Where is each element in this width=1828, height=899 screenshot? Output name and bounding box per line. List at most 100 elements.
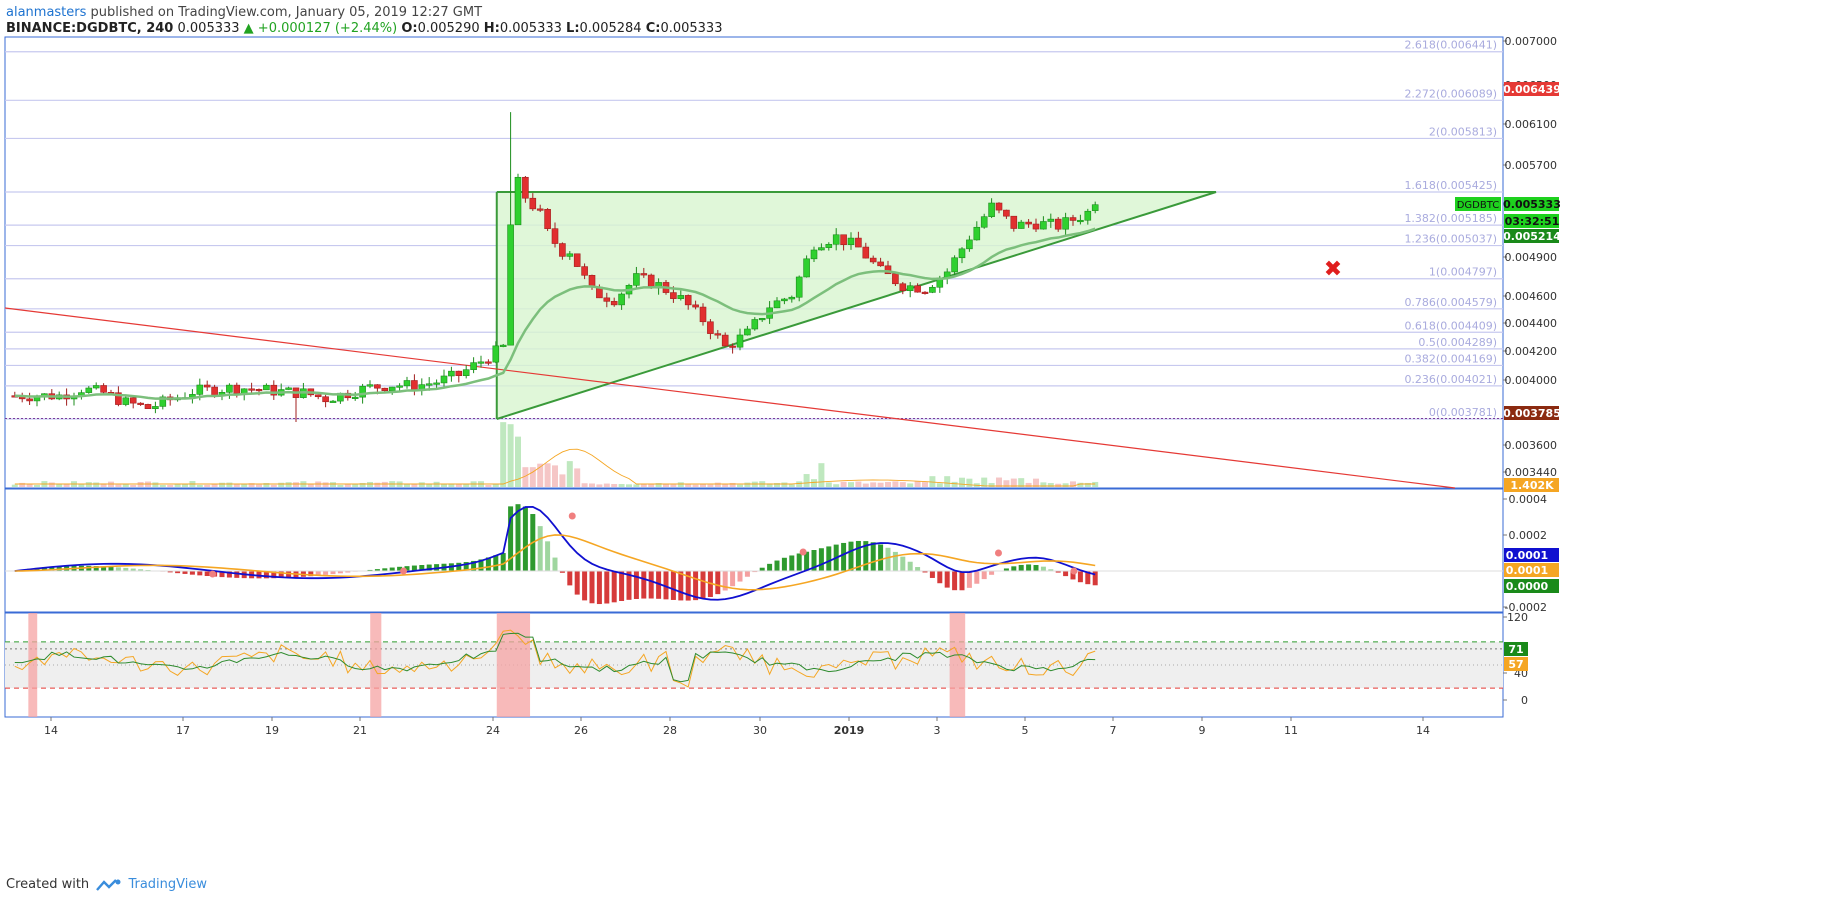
macd-histogram-bar (389, 567, 395, 571)
ascending-support-line (496, 191, 1217, 420)
macd-histogram-bar (663, 571, 669, 600)
volume-bar (56, 484, 63, 487)
volume-bar (307, 483, 314, 487)
macd-histogram-bar (1092, 571, 1098, 586)
volume-bar (685, 484, 692, 487)
time-axis-label: 14 (44, 724, 58, 737)
macd-histogram-bar (966, 571, 972, 588)
volume-bar (936, 483, 943, 487)
volume-bar (26, 484, 33, 487)
volume-bar (788, 484, 795, 487)
rsi-value-tag (1504, 642, 1528, 656)
candle-body (670, 292, 677, 299)
tradingview-brand-link[interactable]: TradingView (128, 877, 207, 892)
volume-bar (19, 482, 26, 487)
volume-bar (655, 483, 662, 487)
macd-histogram-bar (626, 571, 632, 600)
fib-level-label: 1.618(0.005425) (1404, 179, 1497, 192)
macd-cross-dot (209, 570, 217, 578)
macd-histogram-bar (826, 546, 832, 571)
macd-cross-dot (994, 549, 1002, 557)
macd-histogram-bar (1040, 566, 1046, 571)
volume-bar (922, 482, 928, 487)
volume-ma-line (14, 448, 1096, 487)
volume-bar (626, 484, 632, 487)
candle-body (758, 318, 766, 321)
volume-bar (870, 482, 877, 487)
candle-body (462, 369, 470, 376)
last-price: 0.005333 (177, 21, 240, 36)
fib-level-label: 0.382(0.004169) (1404, 352, 1497, 365)
volume-bar (1003, 480, 1010, 487)
volume-bar (566, 461, 573, 487)
macd-histogram-bar (863, 541, 869, 571)
volume-bar (455, 484, 462, 487)
footer: Created with TradingView (6, 877, 207, 892)
macd-histogram-bar (189, 571, 195, 575)
candle-body (1084, 210, 1092, 221)
macd-histogram-bar (818, 548, 824, 571)
volume-bar (766, 483, 773, 487)
macd-histogram-bar (611, 571, 617, 603)
macd-histogram-bar (345, 571, 351, 573)
candle-body (233, 384, 241, 394)
volume-bar (944, 476, 951, 487)
volume-bar (574, 468, 581, 487)
volume-bar (182, 483, 188, 487)
volume-bar (677, 482, 684, 487)
volume-bar (426, 483, 433, 487)
candle-body (692, 304, 699, 308)
macd-histogram-bar (1033, 565, 1039, 571)
time-axis-label: 2019 (834, 724, 865, 737)
price-tag-box (1504, 406, 1559, 420)
candle-body (425, 383, 433, 386)
invalid-breakout-marker: ✖ (1324, 257, 1342, 282)
tradingview-logo-icon (96, 878, 121, 891)
volume-bar (381, 481, 388, 487)
candle-body (536, 208, 544, 211)
overbought-highlight (949, 613, 966, 717)
candle-body (448, 370, 455, 377)
candle-body (744, 328, 751, 336)
candle-body (855, 237, 862, 248)
macd-histogram-bar (123, 567, 129, 571)
candle-body (499, 344, 507, 347)
macd-histogram-bar (685, 571, 691, 601)
volume-bar (485, 484, 492, 487)
macd-histogram-bar (855, 540, 861, 571)
volume-bar (966, 478, 973, 487)
candle-body (803, 258, 810, 278)
macd-histogram-bar (737, 571, 743, 582)
price-tag-box (1504, 82, 1559, 96)
macd-histogram-bar (796, 553, 802, 571)
candle-body (544, 209, 551, 229)
candle-body (899, 283, 907, 292)
candle-body (1069, 217, 1077, 221)
candle-body (351, 396, 359, 399)
volume-bar (544, 463, 551, 487)
candle-body (529, 197, 537, 210)
macd-histogram-bar (197, 571, 203, 576)
volume-bar (825, 482, 832, 487)
volume-bar (159, 484, 166, 487)
macd-histogram-bar (656, 571, 662, 599)
volume-bar (700, 484, 706, 487)
macd-signal-line (14, 534, 1096, 591)
candle-body (714, 333, 722, 336)
candle-body (1040, 221, 1047, 230)
author-link[interactable]: alanmasters (6, 5, 87, 20)
price-change: ▲ +0.000127 (+2.44%) (243, 21, 398, 36)
time-axis-label: 3 (934, 724, 941, 737)
volume-bar (648, 483, 655, 487)
macd-histogram-bar (493, 555, 499, 571)
macd-histogram-bar (900, 556, 906, 571)
macd-histogram-bar (1048, 569, 1054, 571)
macd-histogram-bar (981, 571, 987, 580)
macd-histogram-bar (138, 569, 144, 571)
candle-body (1025, 221, 1032, 225)
candle-body (440, 375, 448, 384)
volume-bar (714, 482, 721, 487)
macd-histogram-bar (167, 571, 173, 573)
stoch-line (14, 629, 1096, 688)
